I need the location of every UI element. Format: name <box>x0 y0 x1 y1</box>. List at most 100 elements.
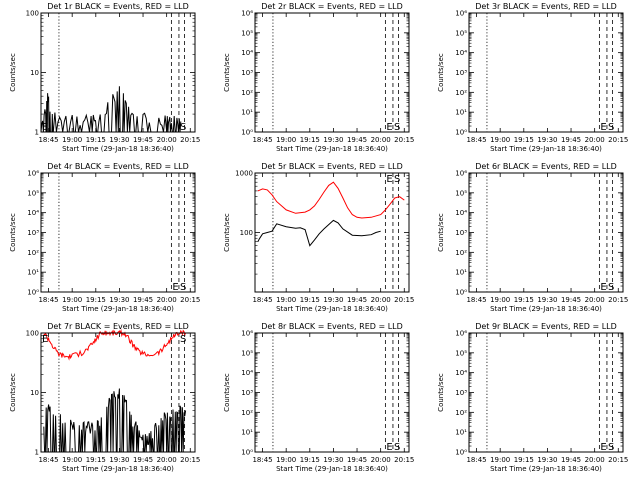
plot-frame <box>41 173 195 292</box>
x-tick-label: 20:00 <box>157 296 177 304</box>
panel-title: Det 9r BLACK = Events, RED = LLD <box>475 322 617 331</box>
panel-title: Det 6r BLACK = Events, RED = LLD <box>475 162 617 171</box>
y-tick-label: 100 <box>26 10 39 18</box>
x-axis-label: Start Time (29-Jan-18 18:36:40) <box>490 465 602 473</box>
x-tick-label: 20:15 <box>180 456 200 464</box>
x-tick-label: 20:00 <box>371 456 391 464</box>
y-axis-label: Counts/sec <box>9 53 17 92</box>
start-marker-label: E <box>600 122 606 133</box>
y-tick-label: 10⁵ <box>241 29 253 37</box>
x-tick-label: 18:45 <box>252 456 272 464</box>
x-tick-label: 19:15 <box>86 296 106 304</box>
x-tick-label: 19:15 <box>86 456 106 464</box>
series-line-black <box>44 389 186 453</box>
x-tick-label: 19:45 <box>347 136 367 144</box>
start-marker-label: E <box>386 174 392 185</box>
detector-panel-2: Det 2r BLACK = Events, RED = LLD Counts/s… <box>223 2 414 153</box>
y-tick-label: 10¹ <box>241 109 253 117</box>
start-marker-label: E <box>172 282 178 293</box>
end-marker-label: S <box>180 282 186 293</box>
x-tick-label: 20:15 <box>394 456 414 464</box>
y-axis-label: Counts/sec <box>437 213 445 252</box>
y-tick-label: 10² <box>455 409 467 417</box>
y-tick-label: 10¹ <box>241 429 253 437</box>
end-marker-label: S <box>608 442 614 453</box>
x-tick-label: 19:15 <box>300 136 320 144</box>
y-tick-label: 10² <box>27 249 39 257</box>
x-tick-label: 20:15 <box>608 456 628 464</box>
x-tick-label: 20:00 <box>371 296 391 304</box>
x-tick-label: 19:45 <box>133 296 153 304</box>
x-tick-label: 19:30 <box>109 296 129 304</box>
x-tick-label: 19:45 <box>561 296 581 304</box>
plot-frame <box>255 13 409 132</box>
y-tick-label: 10⁰ <box>455 289 467 297</box>
x-axis-label: Start Time (29-Jan-18 18:36:40) <box>276 145 388 153</box>
y-tick-label: 10⁴ <box>241 49 253 57</box>
x-tick-label: 20:15 <box>180 136 200 144</box>
x-tick-label: 19:30 <box>323 136 343 144</box>
x-tick-label: 18:45 <box>466 296 486 304</box>
x-tick-label: 20:00 <box>585 136 605 144</box>
x-tick-label: 19:00 <box>490 136 510 144</box>
end-marker-label: S <box>394 174 400 185</box>
x-tick-label: 20:15 <box>608 296 628 304</box>
y-tick-label: 10² <box>241 89 253 97</box>
x-tick-label: 19:15 <box>300 296 320 304</box>
y-axis-label: Counts/sec <box>437 53 445 92</box>
x-tick-label: 19:15 <box>86 136 106 144</box>
y-tick-label: 10⁶ <box>455 10 467 18</box>
x-axis-label: Start Time (29-Jan-18 18:36:40) <box>62 145 174 153</box>
y-tick-label: 10⁶ <box>455 330 467 338</box>
y-tick-label: 10³ <box>241 69 253 77</box>
end-marker-label: S <box>180 334 186 345</box>
y-tick-label: 10⁵ <box>27 189 39 197</box>
x-axis-label: Start Time (29-Jan-18 18:36:40) <box>62 465 174 473</box>
y-axis-label: Counts/sec <box>223 53 231 92</box>
x-tick-label: 20:00 <box>157 136 177 144</box>
end-marker-label: S <box>394 122 400 133</box>
y-tick-label: 1000 <box>235 170 253 178</box>
x-axis-label: Start Time (29-Jan-18 18:36:40) <box>276 465 388 473</box>
x-axis-label: Start Time (29-Jan-18 18:36:40) <box>490 145 602 153</box>
y-tick-label: 10³ <box>455 69 467 77</box>
detector-panel-3: Det 3r BLACK = Events, RED = LLD Counts/s… <box>437 2 628 153</box>
y-tick-label: 10² <box>241 409 253 417</box>
y-axis-label: Counts/sec <box>223 213 231 252</box>
start-marker-label: E <box>386 442 392 453</box>
x-tick-label: 19:15 <box>300 456 320 464</box>
start-marker-label: E <box>42 122 48 133</box>
y-tick-label: 10⁰ <box>27 289 39 297</box>
x-tick-label: 20:00 <box>371 136 391 144</box>
x-tick-label: 19:30 <box>109 456 129 464</box>
y-axis-label: Counts/sec <box>9 213 17 252</box>
y-tick-label: 10⁰ <box>241 449 253 457</box>
y-tick-label: 10⁶ <box>241 10 253 18</box>
y-tick-label: 10⁰ <box>455 129 467 137</box>
end-marker-label: S <box>180 122 186 133</box>
x-tick-label: 20:15 <box>394 136 414 144</box>
plot-frame <box>469 13 623 132</box>
y-tick-label: 10⁶ <box>27 170 39 178</box>
x-tick-label: 20:00 <box>585 456 605 464</box>
panel-title: Det 5r BLACK = Events, RED = LLD <box>261 162 403 171</box>
y-tick-label: 10¹ <box>455 269 467 277</box>
y-tick-label: 10⁶ <box>241 330 253 338</box>
plot-frame <box>41 333 195 452</box>
x-tick-label: 19:15 <box>514 456 534 464</box>
y-tick-label: 10⁵ <box>455 349 467 357</box>
end-marker-label: S <box>394 442 400 453</box>
x-tick-label: 18:45 <box>252 296 272 304</box>
plot-frame <box>255 173 409 292</box>
x-tick-label: 19:45 <box>561 456 581 464</box>
x-tick-label: 19:00 <box>62 136 82 144</box>
y-tick-label: 10⁶ <box>455 170 467 178</box>
x-axis-label: Start Time (29-Jan-18 18:36:40) <box>490 305 602 313</box>
panel-title: Det 1r BLACK = Events, RED = LLD <box>47 2 189 11</box>
series-line-black <box>41 86 181 132</box>
x-tick-label: 19:00 <box>276 456 296 464</box>
y-tick-label: 10³ <box>241 389 253 397</box>
series-line-red <box>258 182 405 218</box>
x-tick-label: 19:30 <box>537 136 557 144</box>
